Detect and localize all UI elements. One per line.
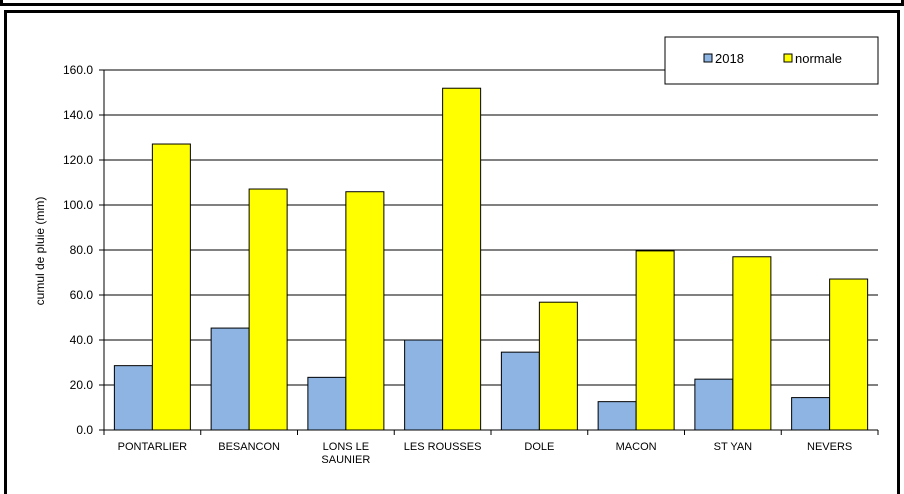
- bar-series-2018: [500, 351, 540, 431]
- category-label: LES ROUSSES: [404, 441, 482, 453]
- y-tick-label: 100.0: [63, 198, 93, 212]
- legend-label: normale: [795, 51, 842, 66]
- category-label: PONTARLIER: [118, 441, 188, 453]
- bar-series-normale: [151, 143, 191, 431]
- axes: [99, 69, 879, 435]
- y-tick-label: 60.0: [70, 288, 94, 302]
- y-tick-label: 160.0: [63, 63, 93, 77]
- bar-series-2018: [791, 397, 831, 431]
- legend-label: 2018: [715, 51, 744, 66]
- bar-series-normale: [248, 188, 288, 431]
- category-label: SAUNIER: [321, 454, 370, 466]
- category-label: ST YAN: [714, 441, 753, 453]
- category-label: LONS LE: [323, 441, 369, 453]
- category-label: MACON: [616, 441, 657, 453]
- y-tick-label: 80.0: [70, 243, 94, 257]
- y-tick-label: 40.0: [70, 333, 94, 347]
- bar-series-2018: [113, 365, 153, 431]
- y-axis-label: cumul de pluie (mm): [33, 197, 47, 306]
- legend: 2018 normale: [664, 36, 879, 85]
- bars: [113, 87, 869, 431]
- bar-series-normale: [345, 191, 385, 431]
- bar-series-normale: [442, 87, 482, 431]
- bar-series-normale: [635, 250, 675, 431]
- y-tick-label: 0.0: [76, 423, 93, 437]
- bar-series-2018: [597, 401, 637, 431]
- category-label: NEVERS: [807, 441, 852, 453]
- category-label: DOLE: [524, 441, 554, 453]
- y-tick-label: 140.0: [63, 108, 93, 122]
- category-label: BESANCON: [218, 441, 280, 453]
- bar-series-normale: [829, 278, 869, 431]
- chart-frame: [4, 10, 900, 494]
- bar-series-2018: [694, 378, 734, 431]
- top-frame: [0, 0, 904, 6]
- bar-series-normale: [732, 256, 772, 431]
- bar-series-2018: [404, 339, 444, 431]
- legend-swatch: [703, 53, 713, 63]
- legend-box: [664, 36, 879, 85]
- bar-series-normale: [538, 301, 578, 431]
- y-tick-labels: 0.0 20.0 40.0 60.0 80.0 100.0 120.0 140.0 160.0: [63, 63, 93, 437]
- bar-series-2018: [210, 327, 250, 431]
- y-tick-label: 120.0: [63, 153, 93, 167]
- y-tick-label: 20.0: [70, 378, 94, 392]
- legend-swatch: [783, 53, 793, 63]
- bar-series-2018: [307, 376, 347, 431]
